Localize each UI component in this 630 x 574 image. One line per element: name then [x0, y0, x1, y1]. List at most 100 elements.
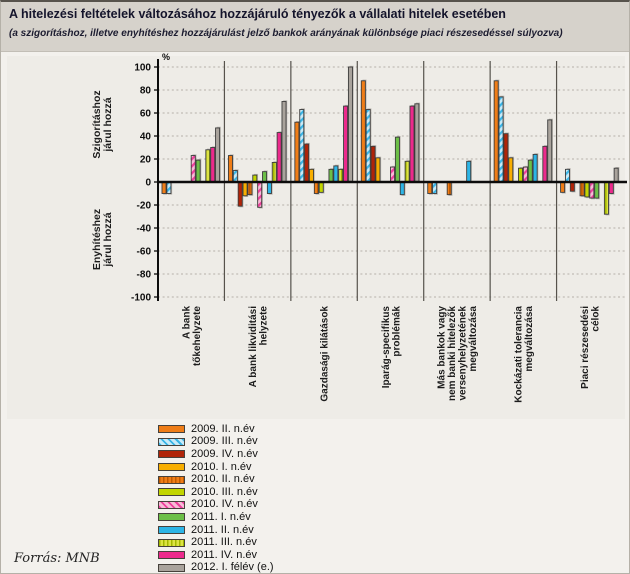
legend-swatch — [158, 563, 185, 572]
bar — [328, 168, 334, 183]
bar — [247, 181, 253, 196]
legend-swatch — [158, 425, 185, 434]
source-note: Forrás: MNB — [14, 551, 100, 566]
bar — [446, 181, 452, 196]
bar — [579, 181, 585, 197]
bar — [498, 96, 504, 183]
bar — [432, 181, 438, 194]
legend-swatch — [158, 500, 185, 509]
bar — [343, 105, 349, 183]
bar — [309, 168, 314, 183]
bar — [466, 160, 472, 183]
y-axis-tick-label: 100 — [134, 63, 151, 74]
legend-item: 2009. III. n.év — [158, 436, 274, 449]
legend-item: 2010. I. n.év — [158, 461, 274, 474]
bar — [375, 157, 381, 183]
bar — [522, 166, 528, 183]
legend-label: 2010. IV. n.év — [191, 498, 258, 511]
bar — [564, 168, 570, 183]
y-axis-annotation: Enyhítéshezjárul hozzá — [91, 209, 114, 270]
y-axis-tick-label: -40 — [137, 224, 152, 235]
bar — [414, 103, 420, 183]
legend-label: 2010. I. n.év — [191, 460, 252, 473]
bar — [527, 159, 533, 183]
bar — [370, 145, 376, 183]
chart-subtitle: (a szigorításhoz, illetve enyhítéshez ho… — [9, 28, 563, 39]
x-axis-category-label: Más bankok vagynem banki hitelezőkversen… — [437, 306, 480, 401]
bar — [584, 181, 590, 198]
chart-header: A hitelezési feltételek változásához hoz… — [1, 2, 629, 52]
bar — [360, 80, 366, 183]
bar — [294, 121, 300, 183]
legend-label: 2009. IV. n.év — [191, 447, 258, 460]
bar — [338, 168, 344, 183]
legend-swatch — [158, 488, 185, 497]
bar — [262, 171, 268, 183]
bar — [613, 167, 619, 183]
bar — [195, 159, 201, 183]
y-axis-tick-label: -60 — [137, 247, 152, 258]
legend-label: 2011. III. n.év — [191, 536, 257, 549]
bar — [560, 181, 566, 193]
x-axis-category-label: Gazdasági kilátások — [320, 306, 331, 402]
bar — [166, 181, 172, 194]
legend-swatch — [158, 513, 185, 522]
bar — [276, 132, 282, 183]
legend-swatch — [158, 551, 185, 560]
bar — [257, 181, 263, 208]
bar — [237, 181, 243, 207]
bar — [205, 149, 211, 183]
bar — [281, 101, 287, 183]
chart-panel — [7, 56, 625, 419]
bar — [427, 181, 433, 194]
bar — [409, 105, 415, 183]
bar — [215, 127, 221, 183]
legend-item: 2011. II. n.év — [158, 524, 274, 537]
bar — [503, 133, 509, 183]
bar — [547, 119, 553, 183]
bar — [318, 181, 324, 193]
bar — [394, 136, 400, 183]
legend-swatch — [158, 450, 185, 459]
legend-item: 2010. II. n.év — [158, 473, 274, 486]
bar — [518, 167, 524, 183]
legend-label: 2011. I. n.év — [191, 510, 251, 523]
legend-label: 2011. II. n.év — [191, 523, 254, 536]
bar — [569, 181, 575, 192]
chart-legend: 2009. II. n.év 2009. III. n.év 2009. IV. n… — [158, 422, 274, 573]
y-axis-tick-label: -100 — [131, 293, 151, 304]
bar — [210, 147, 216, 183]
legend-item: 2011. IV. n.év — [158, 549, 274, 562]
x-axis-category-label: A bank likviditásihelyzete — [248, 306, 270, 388]
y-axis-tick-label: 80 — [140, 86, 152, 97]
x-axis-category-label: A banktőkehelyzete — [181, 306, 203, 366]
bar — [266, 181, 272, 194]
bar — [594, 181, 600, 199]
bar — [347, 66, 353, 183]
legend-label: 2009. II. n.év — [191, 422, 255, 435]
legend-label: 2011. IV. n.év — [191, 548, 258, 561]
y-axis-annotation: Szigorításhozjárul hozzá — [91, 90, 114, 158]
bar — [508, 157, 514, 183]
y-axis-tick-label: 20 — [140, 155, 152, 166]
bar — [333, 165, 339, 183]
y-axis-unit-label: % — [162, 52, 170, 62]
legend-item: 2011. III. n.év — [158, 536, 274, 549]
legend-label: 2009. III. n.év — [191, 435, 258, 448]
bar — [542, 145, 548, 183]
x-axis-category-label: Iparág-specifikusproblémák — [381, 306, 403, 389]
legend-item: 2012. I. félév (e.) — [158, 562, 274, 573]
bar — [608, 181, 614, 194]
bar — [232, 170, 238, 183]
bar — [404, 160, 410, 183]
y-axis-tick-label: 0 — [145, 178, 151, 189]
legend-swatch — [158, 538, 185, 547]
y-axis-tick-label: 40 — [140, 132, 152, 143]
bar — [271, 161, 277, 183]
legend-swatch — [158, 463, 185, 472]
y-axis-tick-label: -80 — [137, 270, 152, 281]
bar — [603, 181, 609, 215]
legend-swatch — [158, 526, 185, 535]
bar — [161, 181, 167, 194]
